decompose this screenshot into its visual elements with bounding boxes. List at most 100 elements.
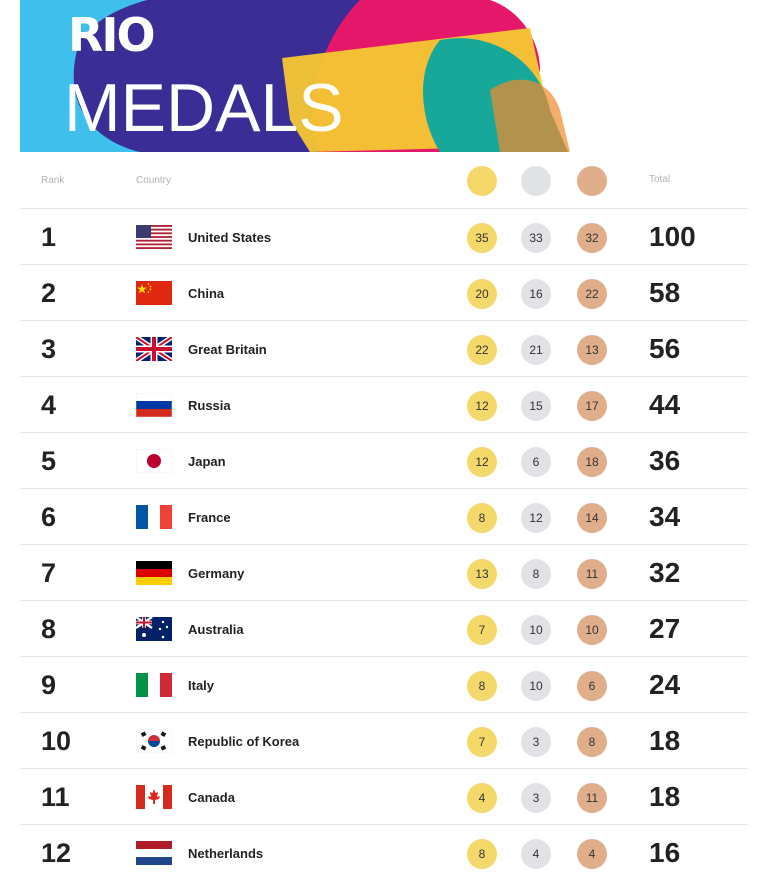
it-flag-icon	[136, 673, 172, 697]
total-count: 24	[649, 669, 681, 700]
rank-value: 5	[41, 446, 57, 476]
country-name: Australia	[188, 622, 244, 637]
gold-count: 7	[467, 727, 497, 757]
rank-value: 2	[41, 278, 57, 308]
country-name: Italy	[188, 678, 215, 693]
bronze-count: 17	[577, 391, 607, 421]
table-header: Rank Country Total	[20, 160, 748, 208]
total-count: 44	[649, 389, 681, 420]
banner-artwork	[20, 0, 580, 152]
silver-count: 3	[521, 727, 551, 757]
bronze-count: 22	[577, 279, 607, 309]
total-count: 18	[649, 781, 681, 812]
gold-count: 8	[467, 671, 497, 701]
total-count: 32	[649, 557, 681, 588]
country-name: United States	[188, 230, 272, 245]
fr-flag-icon	[136, 505, 172, 529]
country-name: China	[188, 286, 225, 301]
table-row: 8 Australia 7 10 10 27	[20, 600, 748, 656]
bronze-count: 6	[577, 671, 607, 701]
country-column-header: Country	[136, 175, 172, 186]
total-count: 100	[649, 221, 696, 252]
total-count: 27	[649, 613, 681, 644]
table-row: 11 Canada 4 3 11 18	[20, 768, 748, 824]
ca-flag-icon	[136, 785, 172, 809]
silver-count: 33	[521, 223, 551, 253]
silver-count: 4	[521, 839, 551, 869]
total-column-header: Total	[649, 174, 671, 185]
silver-count: 3	[521, 783, 551, 813]
country-name: Netherlands	[188, 846, 264, 861]
silver-count: 10	[521, 615, 551, 645]
gold-medal-icon	[467, 166, 497, 196]
table-row: 7 Germany 13 8 11 32	[20, 544, 748, 600]
bronze-count: 18	[577, 447, 607, 477]
table-row: 9 Italy 8 10 6 24	[20, 656, 748, 712]
gold-count: 22	[467, 335, 497, 365]
table-row: 4 Russia 12 15 17 44	[20, 376, 748, 432]
silver-count: 15	[521, 391, 551, 421]
rank-value: 4	[41, 390, 57, 420]
gold-count: 4	[467, 783, 497, 813]
bronze-count: 32	[577, 223, 607, 253]
bronze-count: 10	[577, 615, 607, 645]
ru-flag-icon	[136, 393, 172, 417]
bronze-count: 13	[577, 335, 607, 365]
total-count: 34	[649, 501, 681, 532]
medal-table: 1 United States 35 33 32 100 2 China 20 …	[20, 208, 748, 880]
total-count: 18	[649, 725, 681, 756]
total-count: 56	[649, 333, 681, 364]
bronze-count: 11	[577, 559, 607, 589]
total-count: 58	[649, 277, 681, 308]
gold-count: 12	[467, 391, 497, 421]
bronze-count: 8	[577, 727, 607, 757]
table-row: 2 China 20 16 22 58	[20, 264, 748, 320]
country-name: Japan	[188, 454, 226, 469]
rank-value: 10	[41, 726, 72, 756]
rio-logo-text: RIO	[68, 8, 156, 62]
gold-count: 35	[467, 223, 497, 253]
gb-flag-icon	[136, 337, 172, 361]
country-name: Germany	[188, 566, 245, 581]
rank-value: 12	[41, 838, 72, 868]
rio-medals-banner: RIO MEDALS	[20, 0, 580, 152]
au-flag-icon	[136, 617, 172, 641]
bronze-count: 4	[577, 839, 607, 869]
country-name: Great Britain	[188, 342, 267, 357]
page-title: MEDALS	[64, 70, 344, 146]
silver-count: 8	[521, 559, 551, 589]
silver-count: 21	[521, 335, 551, 365]
rank-value: 8	[41, 614, 57, 644]
silver-count: 6	[521, 447, 551, 477]
rank-value: 7	[41, 558, 57, 588]
total-count: 36	[649, 445, 681, 476]
silver-medal-icon	[521, 166, 551, 196]
rank-value: 3	[41, 334, 57, 364]
silver-count: 16	[521, 279, 551, 309]
table-row: 6 France 8 12 14 34	[20, 488, 748, 544]
kr-flag-icon	[136, 729, 172, 753]
gold-count: 8	[467, 839, 497, 869]
cn-flag-icon	[136, 281, 172, 305]
table-row: 5 Japan 12 6 18 36	[20, 432, 748, 488]
silver-count: 10	[521, 671, 551, 701]
country-name: Republic of Korea	[188, 734, 300, 749]
bronze-medal-icon	[577, 166, 607, 196]
silver-count: 12	[521, 503, 551, 533]
us-flag-icon	[136, 225, 172, 249]
country-name: France	[188, 510, 231, 525]
rank-value: 9	[41, 670, 57, 700]
gold-count: 20	[467, 279, 497, 309]
gold-count: 13	[467, 559, 497, 589]
table-row: 1 United States 35 33 32 100	[20, 208, 748, 264]
total-count: 16	[649, 837, 681, 868]
country-name: Canada	[188, 790, 235, 805]
nl-flag-icon	[136, 841, 172, 865]
rank-value: 11	[41, 782, 70, 812]
country-name: Russia	[188, 398, 231, 413]
de-flag-icon	[136, 561, 172, 585]
gold-count: 12	[467, 447, 497, 477]
table-row: 10 Republic of Korea 7 3 8 18	[20, 712, 748, 768]
rank-column-header: Rank	[41, 175, 65, 186]
jp-flag-icon	[136, 449, 172, 473]
